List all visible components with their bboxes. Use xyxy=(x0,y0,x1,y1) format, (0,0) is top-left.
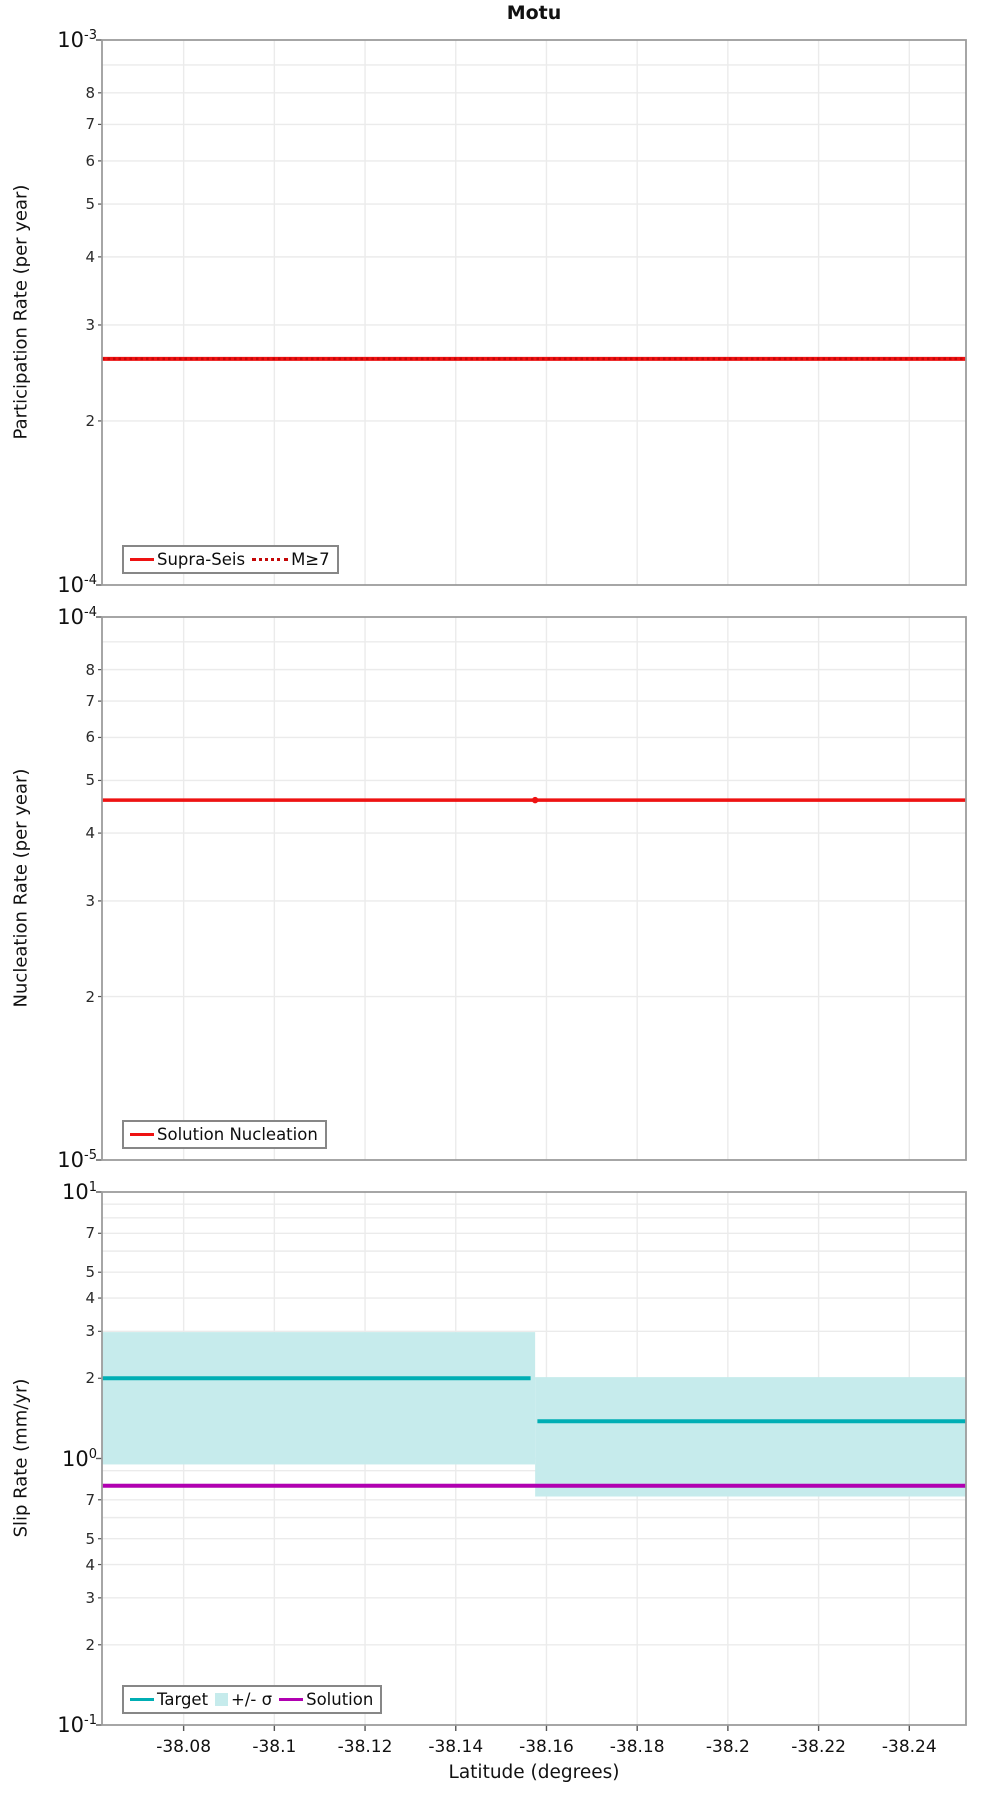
y-minor-tick-label: 3 xyxy=(85,1588,95,1607)
y-minor-tick-label: 2 xyxy=(85,1635,95,1654)
x-tick-label: -38.12 xyxy=(337,1737,393,1757)
y-axis-label-nucleation: Nucleation Rate (per year) xyxy=(10,768,32,1008)
target-line-swatch xyxy=(130,1697,154,1702)
legend-item-target: Target xyxy=(130,1690,208,1709)
y-axis-label-slip-rate: Slip Rate (mm/yr) xyxy=(10,1378,32,1538)
y-minor-tick-label: 7 xyxy=(85,692,95,711)
m7-dotted-line-swatch xyxy=(252,558,289,561)
y-minor-tick-label: 5 xyxy=(85,195,95,214)
x-tick-label: -38.1 xyxy=(252,1737,297,1757)
solution-line-swatch xyxy=(279,1697,304,1702)
plot-canvas xyxy=(96,616,967,1161)
y-minor-tick-label: 4 xyxy=(85,1289,95,1308)
y-minor-tick-label: 4 xyxy=(85,1555,95,1574)
y-decade-tick-label: 10-4 xyxy=(57,605,97,629)
y-minor-tick-label: 2 xyxy=(85,987,95,1006)
y-minor-tick-label: 8 xyxy=(85,660,95,679)
y-minor-tick-label: 4 xyxy=(85,824,95,843)
y-minor-tick-label: 4 xyxy=(85,247,95,266)
legend-item-solution-nucleation: Solution Nucleation xyxy=(130,1125,318,1144)
x-tick-label: -38.14 xyxy=(428,1737,484,1757)
solution-nucleation-line-swatch xyxy=(130,1132,154,1137)
y-minor-tick-label: 6 xyxy=(85,728,95,747)
y-minor-tick-label: 3 xyxy=(85,315,95,334)
x-tick-label: -38.22 xyxy=(791,1737,846,1757)
x-tick-label: -38.08 xyxy=(156,1737,212,1757)
y-decade-tick-label: 10-1 xyxy=(57,1713,97,1737)
legend-item-sigma: +/- σ xyxy=(215,1690,272,1709)
y-decade-tick-label: 10-3 xyxy=(57,28,97,52)
x-tick-label: -38.16 xyxy=(519,1737,574,1757)
legend-label-solution-nucleation: Solution Nucleation xyxy=(157,1125,318,1144)
y-decade-tick-label: 100 xyxy=(61,1446,97,1471)
legend-participation: Supra-Seis M≥7 xyxy=(122,545,339,574)
x-tick-label: -38.18 xyxy=(609,1737,665,1757)
y-decade-tick-label: 101 xyxy=(61,1180,97,1204)
legend-item-m7: M≥7 xyxy=(252,550,330,569)
supra-seis-line-swatch xyxy=(130,557,154,562)
panel-slip-rate: Target +/- σ Solution 101 100 10-1 7 5 4 3 2 7 5 4… xyxy=(57,1180,967,1757)
legend-nucleation: Solution Nucleation xyxy=(122,1120,327,1149)
y-minor-tick-label: 6 xyxy=(85,151,95,170)
y-minor-tick-label: 8 xyxy=(85,83,95,102)
legend-label-m7: M≥7 xyxy=(291,550,330,569)
y-minor-tick-label: 7 xyxy=(85,115,95,134)
legend-label-sigma: +/- σ xyxy=(231,1690,273,1709)
sigma-band-swatch xyxy=(215,1693,229,1706)
legend-item-supra-seis: Supra-Seis xyxy=(130,550,245,569)
y-minor-tick-label: 2 xyxy=(85,1369,95,1388)
panel-nucleation-rate: Solution Nucleation 10-4 10-5 8 7 6 5 4 3 2 xyxy=(57,605,967,1172)
y-minor-tick-label: 7 xyxy=(85,1224,95,1243)
y-decade-tick-label: 10-4 xyxy=(57,573,97,597)
legend-label-target: Target xyxy=(157,1690,209,1709)
y-minor-tick-label: 5 xyxy=(85,1529,95,1548)
y-minor-tick-label: 7 xyxy=(85,1490,95,1509)
y-minor-tick-label: 5 xyxy=(85,771,95,790)
y-minor-tick-label: 2 xyxy=(85,411,95,430)
x-axis-label: Latitude (degrees) xyxy=(448,1762,620,1783)
x-tick-label: -38.2 xyxy=(705,1737,750,1757)
legend-slip-rate: Target +/- σ Solution xyxy=(122,1685,383,1714)
legend-label-supra-seis: Supra-Seis xyxy=(157,550,246,569)
chart-title: Motu xyxy=(506,2,562,24)
y-minor-tick-label: 3 xyxy=(85,1322,95,1341)
legend-label-solution: Solution xyxy=(306,1690,374,1709)
x-tick-label: -38.24 xyxy=(881,1737,937,1757)
plot-canvas xyxy=(96,39,967,586)
y-axis-label-participation: Participation Rate (per year) xyxy=(10,184,32,440)
y-decade-tick-label: 10-5 xyxy=(57,1148,97,1172)
plot-canvas xyxy=(96,1191,967,1731)
legend-item-solution: Solution xyxy=(279,1690,373,1709)
panel-participation-rate: Supra-Seis M≥7 10-3 10-4 8 7 6 5 4 3 2 xyxy=(57,28,967,597)
y-minor-tick-label: 5 xyxy=(85,1263,95,1282)
y-minor-tick-label: 3 xyxy=(85,891,95,910)
